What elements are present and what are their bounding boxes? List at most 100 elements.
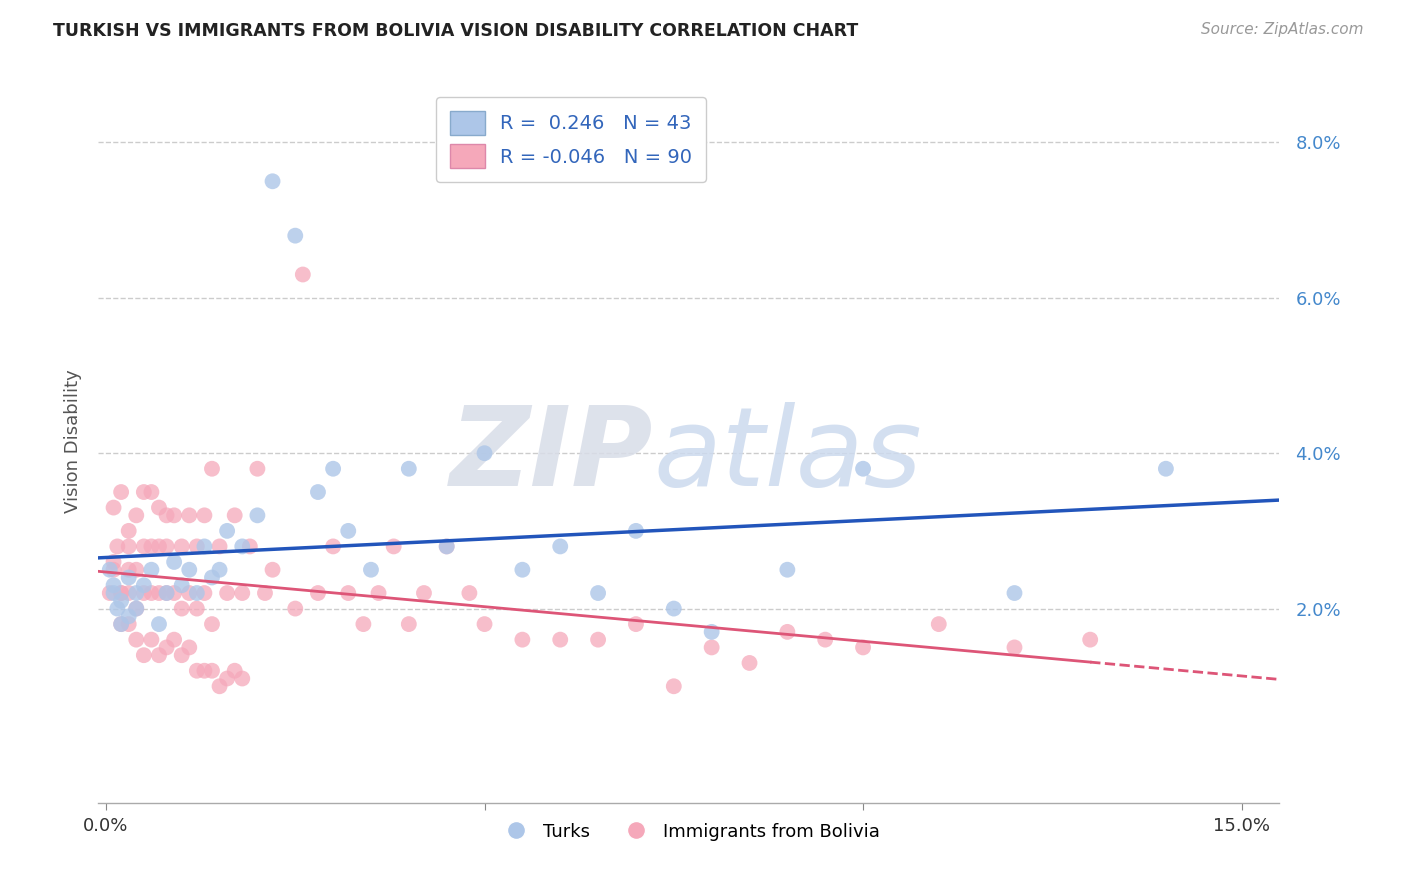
Legend: Turks, Immigrants from Bolivia: Turks, Immigrants from Bolivia <box>491 815 887 848</box>
Point <box>105 601 128 615</box>
Point <box>132 586 155 600</box>
Point <box>125 563 148 577</box>
Point <box>132 485 155 500</box>
Point <box>231 540 253 554</box>
Point <box>262 174 284 188</box>
Point <box>132 540 155 554</box>
Point <box>110 586 132 600</box>
Point <box>662 679 685 693</box>
Point <box>148 540 170 554</box>
Point <box>852 461 875 475</box>
Point <box>700 624 723 639</box>
Point <box>398 617 420 632</box>
Point <box>186 601 208 615</box>
Point <box>179 640 201 655</box>
Point <box>155 586 177 600</box>
Point <box>155 540 177 554</box>
Text: ZIP: ZIP <box>450 402 654 509</box>
Point <box>141 540 163 554</box>
Point <box>103 563 125 577</box>
Point <box>110 617 132 632</box>
Point <box>776 563 799 577</box>
Point <box>103 500 125 515</box>
Point <box>217 672 239 686</box>
Point <box>201 461 224 475</box>
Point <box>141 485 163 500</box>
Point <box>224 664 246 678</box>
Point <box>246 508 269 523</box>
Point <box>148 500 170 515</box>
Point <box>1078 632 1101 647</box>
Text: TURKISH VS IMMIGRANTS FROM BOLIVIA VISION DISABILITY CORRELATION CHART: TURKISH VS IMMIGRANTS FROM BOLIVIA VISIO… <box>53 22 859 40</box>
Point <box>246 461 269 475</box>
Point <box>322 461 344 475</box>
Point <box>155 586 177 600</box>
Point <box>170 540 193 554</box>
Point <box>201 617 224 632</box>
Point <box>928 617 950 632</box>
Point <box>179 586 201 600</box>
Point <box>291 268 314 282</box>
Point <box>738 656 761 670</box>
Point <box>170 578 193 592</box>
Point <box>586 632 609 647</box>
Point <box>307 586 329 600</box>
Point <box>110 594 132 608</box>
Point <box>208 563 231 577</box>
Point <box>239 540 262 554</box>
Point <box>125 601 148 615</box>
Point <box>118 563 141 577</box>
Point <box>458 586 481 600</box>
Point <box>98 586 121 600</box>
Point <box>118 586 141 600</box>
Point <box>125 586 148 600</box>
Point <box>118 570 141 584</box>
Point <box>155 508 177 523</box>
Point <box>776 624 799 639</box>
Point <box>118 524 141 538</box>
Point <box>208 679 231 693</box>
Point <box>193 586 215 600</box>
Point <box>231 586 253 600</box>
Point <box>1004 586 1026 600</box>
Point <box>322 540 344 554</box>
Point <box>814 632 837 647</box>
Point <box>367 586 389 600</box>
Point <box>179 508 201 523</box>
Point <box>337 586 360 600</box>
Point <box>360 563 382 577</box>
Point <box>231 672 253 686</box>
Point <box>163 508 186 523</box>
Point <box>186 586 208 600</box>
Point <box>132 648 155 663</box>
Point <box>163 555 186 569</box>
Point <box>548 632 571 647</box>
Point <box>110 617 132 632</box>
Point <box>382 540 405 554</box>
Point <box>700 640 723 655</box>
Point <box>163 632 186 647</box>
Point <box>201 664 224 678</box>
Point <box>337 524 360 538</box>
Point <box>193 664 215 678</box>
Point <box>662 601 685 615</box>
Point <box>163 586 186 600</box>
Point <box>105 540 128 554</box>
Point <box>436 540 458 554</box>
Point <box>586 586 609 600</box>
Point <box>352 617 374 632</box>
Point <box>148 617 170 632</box>
Point <box>110 586 132 600</box>
Point <box>624 524 647 538</box>
Point <box>125 632 148 647</box>
Point <box>170 648 193 663</box>
Point <box>262 563 284 577</box>
Point <box>110 485 132 500</box>
Point <box>474 617 496 632</box>
Text: atlas: atlas <box>654 402 922 509</box>
Point <box>193 508 215 523</box>
Point <box>141 563 163 577</box>
Point <box>284 228 307 243</box>
Point <box>103 578 125 592</box>
Point <box>1004 640 1026 655</box>
